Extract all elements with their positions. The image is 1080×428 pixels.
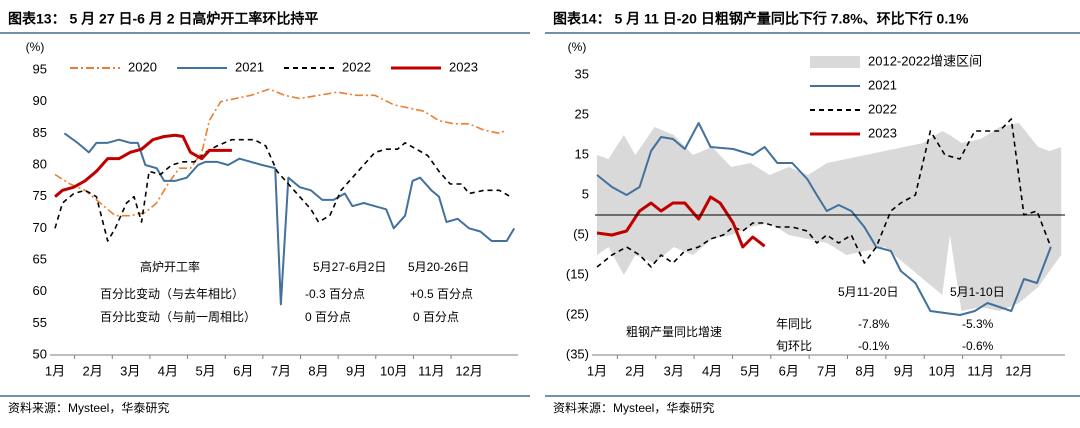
y-tick-label: 5 [582,186,589,201]
source-note: 资料来源：Mysteel，华泰研究 [8,400,169,415]
series-line [54,88,508,217]
x-tick-label: 9月 [894,363,914,378]
annotation: 年同比 [776,317,812,331]
y-tick-label: 35 [575,66,589,81]
annotation: 5月20-26日 [408,260,469,274]
annotation: 百分比变动（与前一周相比） [100,309,256,324]
annotation: 高炉开工率 [140,259,200,274]
y-tick-label: 60 [33,283,47,298]
x-tick-label: 5月 [195,363,215,378]
x-tick-label: 4月 [158,363,178,378]
y-tick-label: 55 [33,315,47,330]
legend-label: 2022 [868,101,897,116]
y-tick-label: 65 [33,251,47,266]
annotation: 粗钢产量同比增速 [626,325,722,339]
annotation: -0.3 百分点 [305,287,365,301]
x-tick-label: 2月 [83,363,103,378]
chart-title: 图表14： 5 月 11 日-20 日粗钢产量同比下行 7.8%、环比下行 0.… [553,11,969,27]
y-tick-label: (15) [566,266,589,281]
x-tick-label: 12月 [455,363,482,378]
annotation: 百分比变动（与去年相比） [100,286,244,301]
series-line [54,138,511,242]
legend-label: 2012-2022增速区间 [868,53,982,68]
x-tick-label: 7月 [271,363,291,378]
x-tick-label: 10月 [929,363,956,378]
y-axis-label: (%) [26,40,45,54]
legend-label: 2022 [342,59,371,74]
x-tick-label: 3月 [120,363,140,378]
x-tick-label: 2月 [625,363,645,378]
series-line [596,122,1052,316]
x-tick-label: 12月 [1005,363,1032,378]
x-tick-label: 5月 [740,363,760,378]
x-tick-label: 4月 [702,363,722,378]
annotation: 0 百分点 [413,310,459,324]
legend-label: 2023 [449,59,478,74]
legend-label: 2021 [868,77,897,92]
annotation: -7.8% [858,317,890,331]
x-tick-label: 7月 [817,363,837,378]
legend-label: 2021 [235,59,264,74]
series-line [63,132,516,306]
chart-title: 图表13： 5 月 27 日-6 月 2 日高炉开工率环比持平 [8,11,318,27]
y-tick-label: 85 [33,125,47,140]
annotation: -5.3% [962,317,994,331]
legend-label: 2023 [868,125,897,140]
y-tick-label: (35) [566,346,589,361]
y-tick-label: 90 [33,93,47,108]
legend-swatch [810,56,860,68]
annotation: 0 百分点 [305,310,351,324]
annotation: 5月1-10日 [950,285,1005,299]
x-tick-label: 11月 [418,363,445,378]
series-line [54,133,232,198]
x-tick-label: 11月 [967,363,994,378]
x-tick-label: 3月 [664,363,684,378]
y-tick-label: 25 [575,106,589,121]
y-tick-label: (25) [566,306,589,321]
y-tick-label: 50 [33,346,47,361]
x-tick-label: 1月 [45,363,65,378]
annotation: -0.1% [858,339,890,353]
series-line [596,118,1052,268]
y-axis-label: (%) [568,40,587,54]
x-tick-label: 10月 [380,363,407,378]
y-tick-label: 75 [33,188,47,203]
legend-label: 2020 [128,59,157,74]
y-tick-label: 15 [575,146,589,161]
annotation: +0.5 百分点 [410,287,473,301]
x-tick-label: 8月 [308,363,328,378]
x-tick-label: 6月 [779,363,799,378]
y-tick-label: (5) [573,226,589,241]
source-note: 资料来源：Mysteel，华泰研究 [553,400,714,415]
y-tick-label: 95 [33,61,47,76]
y-tick-label: 70 [33,220,47,235]
series-line [596,195,766,249]
annotation: 5月27-6月2日 [313,260,386,274]
x-tick-label: 1月 [587,363,607,378]
x-tick-label: 6月 [233,363,253,378]
annotation: 旬环比 [776,339,812,353]
x-tick-label: 8月 [855,363,875,378]
y-tick-label: 80 [33,156,47,171]
annotation: -0.6% [962,339,994,353]
annotation: 5月11-20日 [838,285,898,299]
range-band [597,123,1062,311]
x-tick-label: 9月 [346,363,366,378]
